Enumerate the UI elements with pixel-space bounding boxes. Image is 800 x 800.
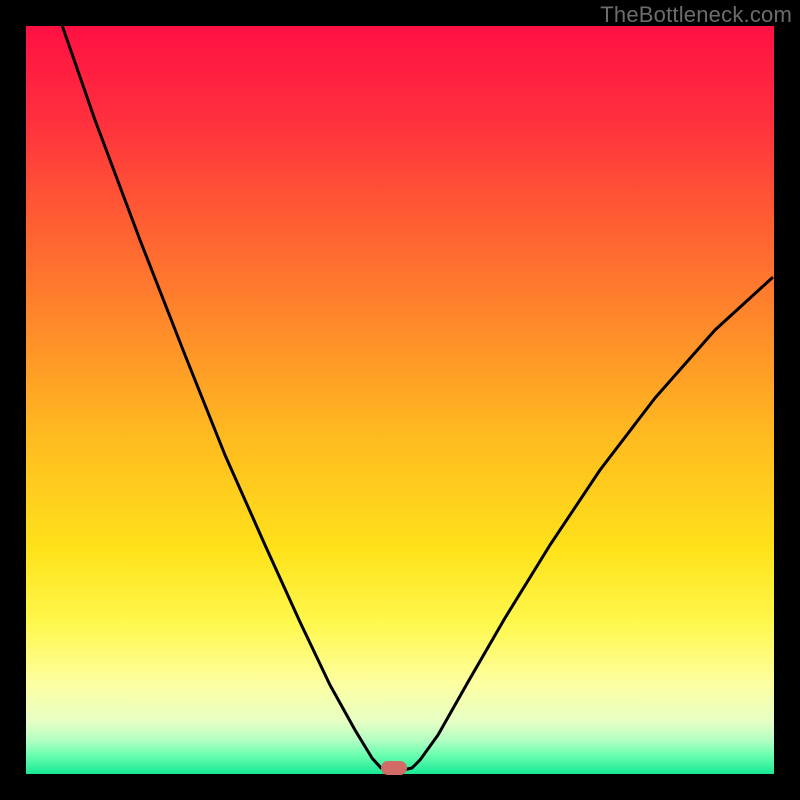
watermark-text: TheBottleneck.com <box>600 2 792 28</box>
optimal-point-marker <box>381 761 407 775</box>
chart-plot-area <box>26 26 774 774</box>
chart-frame: TheBottleneck.com <box>0 0 800 800</box>
